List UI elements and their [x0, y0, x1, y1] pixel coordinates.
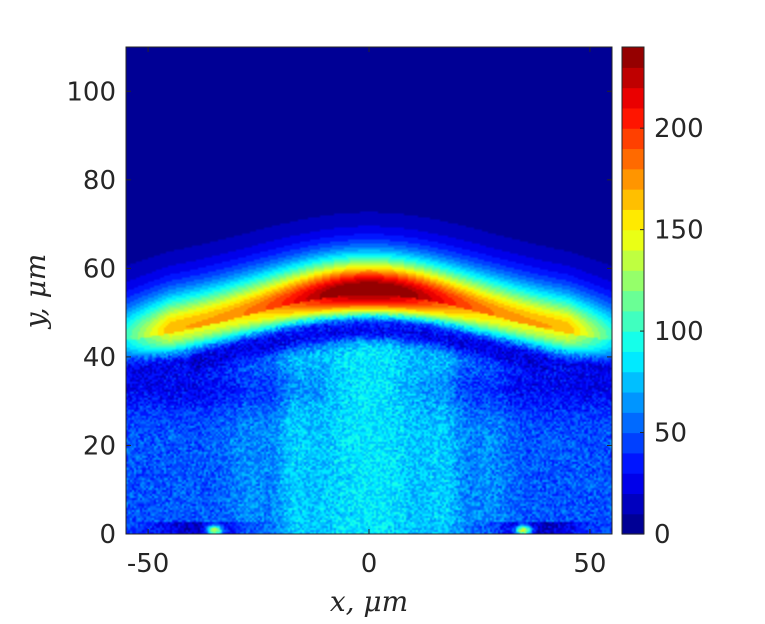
- colorbar-tick-label: 100: [654, 317, 704, 347]
- colorbar-band: [622, 493, 644, 515]
- x-axis-title: x, μm: [330, 585, 408, 618]
- colorbar-band: [622, 452, 644, 474]
- x-tick-label: 0: [361, 549, 378, 579]
- colorbar-band: [622, 473, 644, 495]
- colorbar-band: [622, 107, 644, 129]
- colorbar-band: [622, 87, 644, 109]
- colorbar-band: [622, 168, 644, 190]
- colorbar-band: [622, 249, 644, 271]
- x-tick-label: -50: [127, 549, 169, 579]
- x-axis-ticks: -50 0 50: [127, 47, 606, 579]
- colorbar-band: [622, 128, 644, 150]
- y-tick-label: 20: [83, 431, 116, 461]
- colorbar-band: [622, 290, 644, 312]
- colorbar-band: [622, 331, 644, 352]
- colorbar-bands: [622, 47, 644, 535]
- y-tick-label: 0: [99, 520, 116, 550]
- y-tick-label: 60: [83, 254, 116, 284]
- colorbar-tick-label: 200: [654, 114, 704, 144]
- colorbar-band: [622, 67, 644, 89]
- colorbar-band: [622, 189, 644, 210]
- y-axis-title: y, μm: [19, 254, 52, 331]
- colorbar-band: [622, 209, 644, 231]
- y-axis-ticks: 0 20 40 60 80 100: [66, 77, 612, 550]
- colorbar-band: [622, 270, 644, 292]
- colorbar-band: [622, 47, 644, 68]
- y-tick-label: 40: [83, 343, 116, 373]
- colorbar-band: [622, 351, 644, 373]
- colorbar-band: [622, 513, 644, 535]
- colorbar: 0 50 100 150 200: [621, 46, 704, 550]
- colorbar-tick-label: 0: [654, 520, 671, 550]
- colorbar-frame: [621, 46, 645, 535]
- colorbar-band: [622, 371, 644, 393]
- colorbar-ticks: 0 50 100 150 200: [640, 114, 704, 550]
- colorbar-band: [622, 391, 644, 413]
- x-tick-label: 50: [573, 549, 606, 579]
- colorbar-band: [622, 432, 644, 454]
- colorbar-band: [622, 148, 644, 170]
- y-tick-label: 100: [66, 77, 116, 107]
- heatmap-image: [126, 47, 612, 534]
- y-tick-label: 80: [83, 166, 116, 196]
- colorbar-tick-label: 150: [654, 216, 704, 246]
- colorbar-tick-label: 50: [654, 419, 687, 449]
- heatmap-plot: [126, 47, 612, 534]
- colorbar-band: [622, 229, 644, 251]
- colorbar-band: [622, 310, 644, 332]
- colorbar-band: [622, 412, 644, 434]
